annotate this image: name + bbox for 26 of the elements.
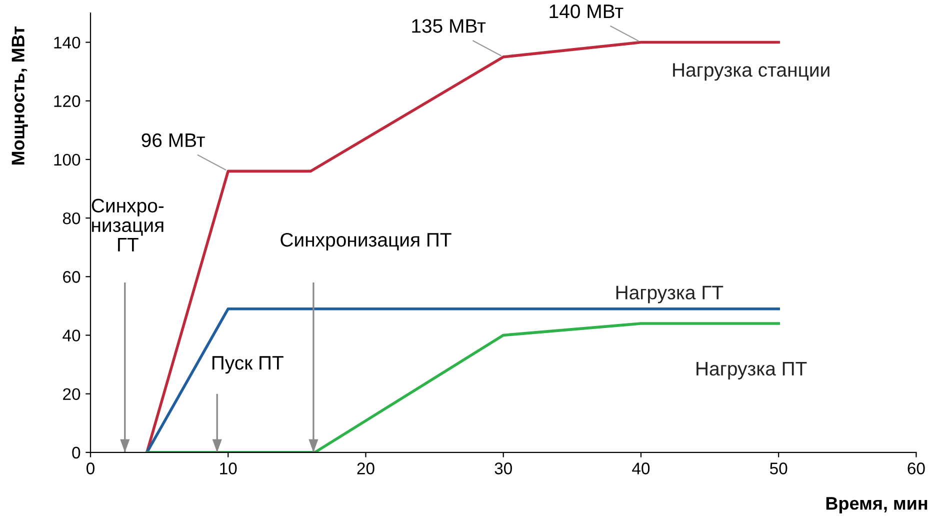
y-tick-label: 20 (63, 388, 80, 400)
ref-line-label: Синхронизация ПТ (280, 232, 452, 251)
y-tick-label: 80 (62, 212, 80, 224)
y-tick-label: 0 (72, 446, 80, 459)
series-label: Нагрузка ПТ (696, 362, 807, 380)
y-tick-label: 140 (54, 36, 80, 48)
series-label: Нагрузка станции (673, 63, 830, 81)
ref-line-label: Пуск ПТ (212, 356, 284, 374)
series-label: Нагрузка ГТ (616, 286, 724, 304)
y-tick-label: 40 (62, 330, 80, 342)
y-tick-label: 120 (54, 95, 80, 108)
x-tick-label: 10 (220, 462, 237, 474)
x-tick-label: 30 (494, 462, 512, 474)
annotation: 140 МВт (550, 4, 624, 18)
ref-line-label: Синхро- низация ГТ (92, 198, 164, 252)
y-tick-label: 100 (54, 154, 80, 166)
x-axis-title: Время, мин (826, 497, 928, 514)
x-tick-label: 50 (770, 462, 788, 474)
x-tick-label: 60 (908, 462, 925, 474)
x-tick-label: 0 (86, 462, 94, 474)
x-tick-label: 40 (632, 462, 650, 474)
annotation: 135 МВт (412, 19, 486, 33)
y-axis-title: Мощность, МВт (12, 26, 28, 164)
x-tick-label: 20 (357, 462, 374, 474)
y-tick-label: 60 (63, 271, 80, 283)
annotation: 96 МВт (142, 133, 205, 148)
